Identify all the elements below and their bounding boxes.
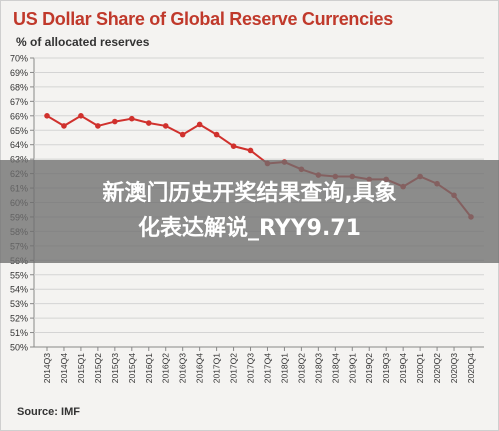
y-tick-label: 70% xyxy=(10,54,28,64)
x-tick-label: 2017Q2 xyxy=(229,353,239,384)
y-tick-label: 50% xyxy=(10,343,28,353)
x-tick-label: 2019Q4 xyxy=(398,353,408,384)
x-tick-label: 2018Q1 xyxy=(279,353,289,384)
x-tick-label: 2019Q1 xyxy=(347,353,357,384)
data-point xyxy=(145,120,152,126)
data-point xyxy=(162,123,169,129)
data-point xyxy=(44,113,50,119)
y-tick-label: 64% xyxy=(10,140,28,150)
x-tick-label: 2020Q4 xyxy=(466,353,476,384)
x-tick-labels: 2014Q3 2014Q4 2015Q1 2015Q2 2015Q3 2015Q4 2016… xyxy=(42,353,476,384)
y-tick-label: 69% xyxy=(10,68,28,78)
data-point xyxy=(112,118,118,125)
data-point xyxy=(95,123,101,129)
y-tick-label: 55% xyxy=(10,270,28,280)
data-point xyxy=(247,147,254,154)
data-point xyxy=(61,123,67,129)
x-tick-label: 2020Q1 xyxy=(415,353,425,384)
x-tick-label: 2018Q2 xyxy=(296,353,306,384)
data-point xyxy=(179,131,186,138)
x-tick-label: 2020Q3 xyxy=(449,353,459,384)
x-tick-label: 2014Q4 xyxy=(59,353,69,384)
overlay-text: 新澳门历史开奖结果查询,具象 化表达解说_RYY9.71 xyxy=(0,176,499,246)
overlay-line-1: 新澳门历史开奖结果查询,具象 xyxy=(102,181,397,206)
x-tick-label: 2015Q4 xyxy=(127,353,137,384)
y-tick-label: 67% xyxy=(10,97,28,107)
x-tick-label: 2014Q3 xyxy=(42,353,52,384)
data-point xyxy=(213,131,220,138)
x-tick-label: 2015Q3 xyxy=(110,353,120,384)
overlay-banner: 新澳门历史开奖结果查询,具象 化表达解说_RYY9.71 xyxy=(0,160,499,263)
x-tick-label: 2015Q1 xyxy=(76,353,86,384)
data-point xyxy=(129,115,135,122)
x-tick-label: 2016Q3 xyxy=(178,353,188,384)
y-tick-label: 65% xyxy=(10,126,28,136)
x-tick-label: 2018Q3 xyxy=(313,353,323,384)
x-tick-label: 2019Q3 xyxy=(381,353,391,384)
x-tick-label: 2019Q2 xyxy=(364,353,374,384)
x-tick-label: 2016Q1 xyxy=(144,353,154,384)
x-tick-label: 2020Q2 xyxy=(432,353,442,384)
data-point xyxy=(196,121,203,128)
y-tick-label: 51% xyxy=(10,328,28,338)
x-tick-label: 2017Q4 xyxy=(262,353,272,384)
y-tick-label: 63% xyxy=(10,155,28,165)
x-tick-label: 2017Q3 xyxy=(246,353,256,384)
overlay-line-2: 化表达解说_RYY9.71 xyxy=(138,216,361,241)
data-point xyxy=(78,113,84,119)
y-tick-label: 54% xyxy=(10,285,28,295)
y-axis-label: % of allocated reserves xyxy=(16,35,150,49)
chart-title: US Dollar Share of Global Reserve Curren… xyxy=(13,9,393,29)
x-tick-label: 2017Q1 xyxy=(212,353,222,384)
x-tick-label: 2016Q2 xyxy=(161,353,171,384)
source-note: Source: IMF xyxy=(17,406,80,418)
data-point xyxy=(230,143,237,149)
x-tick-label: 2016Q4 xyxy=(195,353,205,384)
y-tick-label: 68% xyxy=(10,82,28,92)
x-tick-label: 2015Q2 xyxy=(93,353,103,384)
y-tick-label: 53% xyxy=(10,299,28,309)
y-tick-label: 52% xyxy=(10,314,28,324)
y-tick-label: 66% xyxy=(10,111,28,121)
x-tick-label: 2018Q4 xyxy=(330,353,340,384)
